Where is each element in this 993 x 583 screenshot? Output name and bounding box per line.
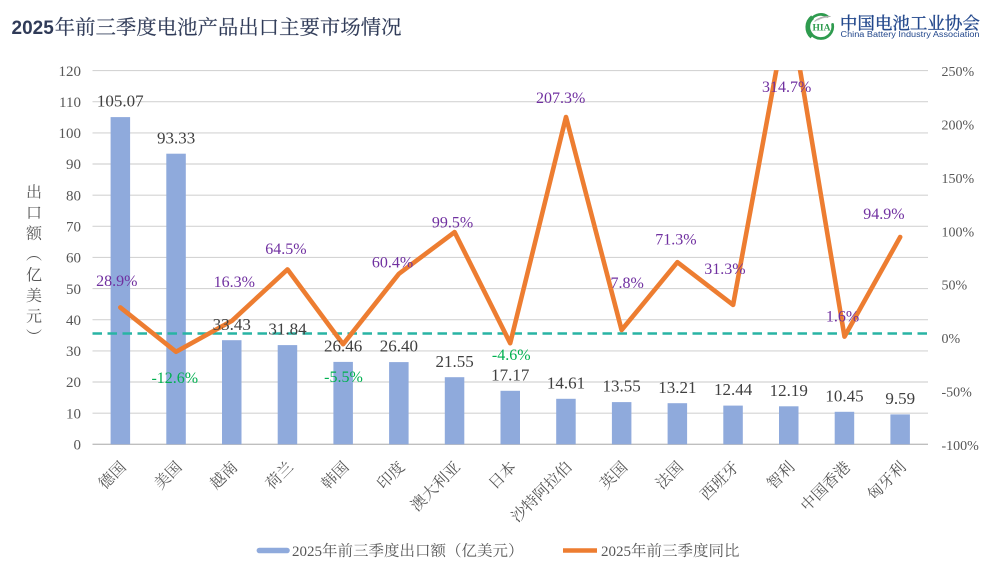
svg-text:13.21: 13.21 xyxy=(658,378,696,397)
svg-text:80: 80 xyxy=(66,188,81,204)
svg-text:50%: 50% xyxy=(942,279,968,294)
svg-text:14.61: 14.61 xyxy=(547,373,585,392)
svg-text:-100%: -100% xyxy=(942,439,980,454)
svg-text:10: 10 xyxy=(66,406,81,422)
svg-text:7.8%: 7.8% xyxy=(611,275,644,292)
svg-text:93.33: 93.33 xyxy=(157,128,195,147)
svg-text:1.6%: 1.6% xyxy=(826,309,859,326)
svg-text:26.40: 26.40 xyxy=(380,337,418,356)
svg-text:200%: 200% xyxy=(942,119,975,134)
svg-text:9.59: 9.59 xyxy=(885,389,915,408)
svg-text:70: 70 xyxy=(66,220,81,236)
svg-text:12.44: 12.44 xyxy=(714,380,753,399)
svg-text:60: 60 xyxy=(66,251,81,267)
svg-text:-4.6%: -4.6% xyxy=(492,347,531,364)
svg-text:12.19: 12.19 xyxy=(770,381,808,400)
svg-text:0%: 0% xyxy=(942,332,961,347)
svg-text:150%: 150% xyxy=(942,172,975,187)
svg-text:105.07: 105.07 xyxy=(97,92,144,111)
svg-text:-50%: -50% xyxy=(942,386,973,401)
svg-text:250%: 250% xyxy=(942,65,975,80)
svg-text:13.55: 13.55 xyxy=(602,377,640,396)
svg-text:314.7%: 314.7% xyxy=(762,79,811,96)
svg-text:16.3%: 16.3% xyxy=(214,274,255,291)
svg-text:50: 50 xyxy=(66,282,81,298)
svg-text:10.45: 10.45 xyxy=(825,386,863,405)
svg-text:2025: 2025 xyxy=(601,544,631,560)
svg-text:60.4%: 60.4% xyxy=(372,255,413,272)
svg-text:2025: 2025 xyxy=(12,18,55,39)
svg-text:-5.5%: -5.5% xyxy=(324,369,363,386)
svg-text:31.3%: 31.3% xyxy=(704,261,745,278)
svg-text:71.3%: 71.3% xyxy=(655,231,696,248)
svg-text:0: 0 xyxy=(74,438,82,454)
svg-text:28.9%: 28.9% xyxy=(96,273,137,290)
svg-text:64.5%: 64.5% xyxy=(265,241,306,258)
svg-text:90: 90 xyxy=(66,157,81,173)
svg-text:17.17: 17.17 xyxy=(491,365,530,384)
svg-text:33.43: 33.43 xyxy=(213,315,251,334)
svg-text:40: 40 xyxy=(66,313,81,329)
svg-text:-12.6%: -12.6% xyxy=(151,370,198,387)
svg-text:94.9%: 94.9% xyxy=(863,206,904,223)
svg-text:21.55: 21.55 xyxy=(435,352,473,371)
svg-text:26.46: 26.46 xyxy=(324,337,362,356)
svg-text:120: 120 xyxy=(59,64,82,80)
svg-text:110: 110 xyxy=(59,95,81,111)
svg-text:HIA: HIA xyxy=(813,24,831,34)
svg-text:China Battery Industry Associa: China Battery Industry Association xyxy=(841,30,980,39)
svg-text:2025: 2025 xyxy=(292,544,322,560)
svg-text:207.3%: 207.3% xyxy=(536,90,585,107)
svg-text:30: 30 xyxy=(66,344,81,360)
svg-text:31.84: 31.84 xyxy=(268,320,307,339)
svg-text:20: 20 xyxy=(66,375,81,391)
svg-text:100: 100 xyxy=(59,126,82,142)
svg-text:100%: 100% xyxy=(942,225,975,240)
svg-text:99.5%: 99.5% xyxy=(432,215,473,232)
